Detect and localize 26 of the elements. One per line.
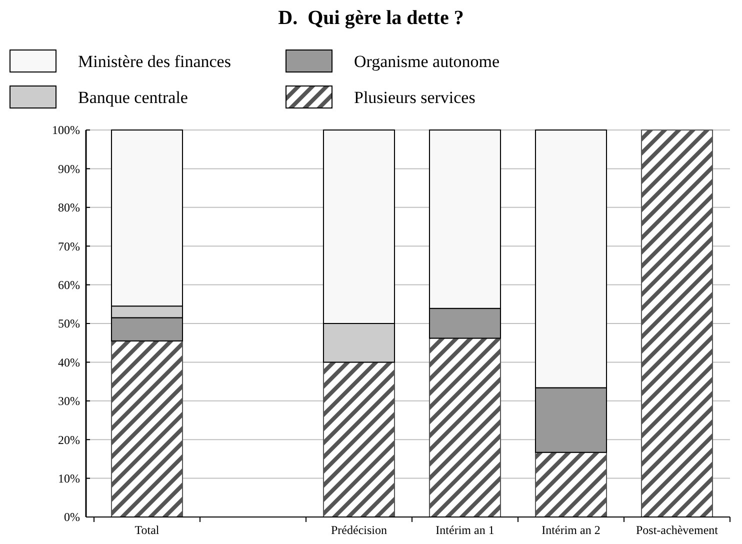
y-tick-label: 30% bbox=[58, 394, 80, 408]
y-tick-label: 90% bbox=[58, 162, 80, 176]
y-tick-label: 80% bbox=[58, 200, 80, 215]
y-tick-label: 70% bbox=[58, 239, 80, 254]
bar bbox=[428, 338, 502, 518]
y-tick-label: 10% bbox=[58, 472, 80, 486]
y-tick-label: 100% bbox=[52, 123, 80, 138]
x-tick-label: Prédécision bbox=[331, 523, 387, 537]
bar bbox=[640, 130, 714, 518]
x-tick-label: Intérim an 1 bbox=[436, 523, 494, 537]
legend-label: Organisme autonome bbox=[354, 52, 500, 71]
bar bbox=[534, 452, 608, 518]
x-tick-label: Intérim an 2 bbox=[542, 523, 600, 537]
legend-label: Ministère des finances bbox=[78, 52, 231, 71]
y-tick-label: 20% bbox=[58, 432, 80, 447]
x-tick-label: Total bbox=[134, 523, 160, 537]
legend-label: Plusieurs services bbox=[354, 88, 476, 107]
y-tick-label: 0% bbox=[64, 510, 80, 524]
y-tick-label: 60% bbox=[58, 278, 80, 292]
bar bbox=[322, 362, 396, 518]
bar bbox=[110, 340, 184, 518]
y-tick-label: 50% bbox=[58, 316, 80, 331]
legend-label: Banque centrale bbox=[78, 88, 188, 107]
x-tick-label: Post-achèvement bbox=[636, 523, 719, 537]
y-tick-label: 40% bbox=[58, 355, 80, 370]
chart-title: D. Qui gère la dette ? bbox=[278, 7, 464, 29]
